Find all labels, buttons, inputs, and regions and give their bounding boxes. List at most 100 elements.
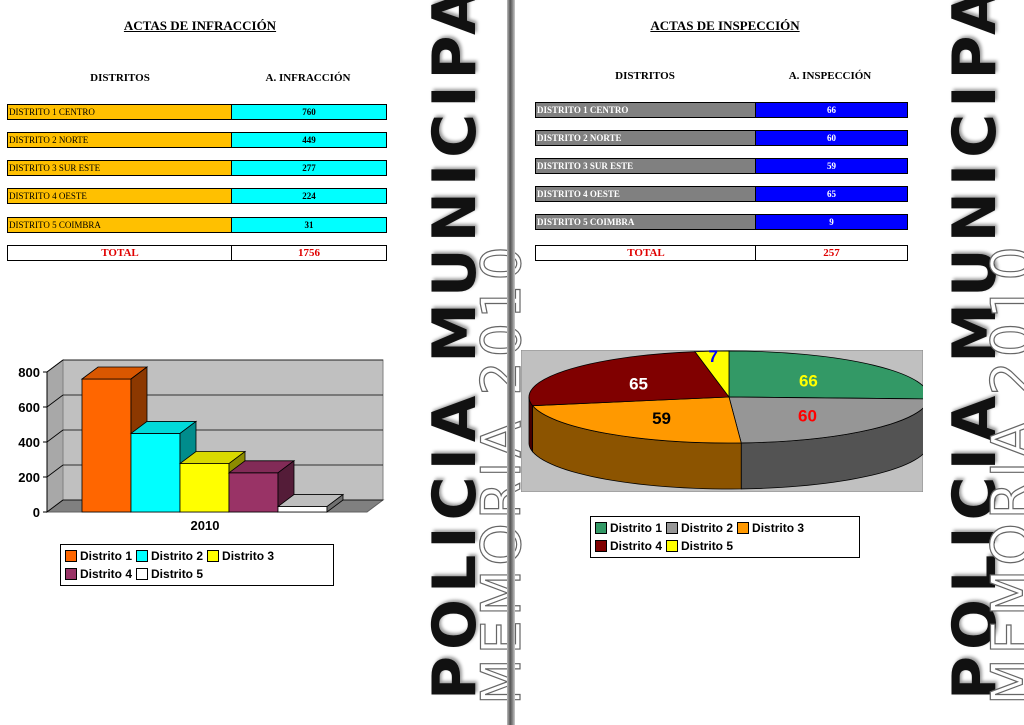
table-row: DISTRITO 5 COIMBRA 31 <box>7 217 387 233</box>
district-value: 59 <box>755 159 907 173</box>
legend-item: Distrito 5 <box>136 565 203 583</box>
left-total-label: TOTAL <box>101 247 139 259</box>
district-value: 9 <box>755 215 907 229</box>
left-col-district: DISTRITOS <box>90 72 150 84</box>
bar-legend: Distrito 1 Distrito 2 Distrito 3 Distrito 4… <box>60 544 334 586</box>
table-row: DISTRITO 2 NORTE 449 <box>7 132 387 148</box>
bar-front <box>81 378 132 513</box>
district-name: DISTRITO 2 NORTE <box>536 131 755 145</box>
table-row: DISTRITO 1 CENTRO 760 <box>7 104 387 120</box>
legend-swatch <box>136 550 149 562</box>
gridline <box>46 429 64 443</box>
pie-legend: Distrito 1 Distrito 2 Distrito 3 Distrito 4… <box>590 516 860 558</box>
legend-item: Distrito 3 <box>207 547 274 565</box>
legend-label: Distrito 2 <box>151 549 204 563</box>
district-value: 224 <box>231 189 386 203</box>
pie-slice <box>528 351 730 407</box>
right-col-district: DISTRITOS <box>615 70 675 82</box>
legend-label: Distrito 3 <box>752 521 805 535</box>
right-total-row: TOTAL 257 <box>535 245 908 261</box>
legend-item: Distrito 1 <box>595 519 662 537</box>
legend-swatch <box>666 522 679 534</box>
legend-swatch <box>65 550 77 562</box>
legend-label: Distrito 5 <box>681 539 734 553</box>
left-title: ACTAS DE INFRACCIÓN <box>123 18 277 33</box>
district-name: DISTRITO 3 SUR ESTE <box>536 159 755 173</box>
y-tick-label: 0 <box>33 505 40 520</box>
watermark-right-line2: MEMORIA 2010 <box>979 242 1024 706</box>
table-row: DISTRITO 5 COIMBRA 9 <box>535 214 908 230</box>
legend-label: Distrito 4 <box>80 567 133 581</box>
district-value: 66 <box>755 103 907 117</box>
right-title: ACTAS DE INSPECCIÓN <box>650 18 800 33</box>
legend-swatch <box>595 522 607 534</box>
district-value: 449 <box>231 133 386 147</box>
x-category-label: 2010 <box>191 518 220 532</box>
y-tick-label: 400 <box>18 435 40 450</box>
legend-label: Distrito 3 <box>222 549 275 563</box>
pie-slice <box>694 350 730 399</box>
bar-front <box>179 463 230 513</box>
table-row: DISTRITO 1 CENTRO 66 <box>535 102 908 118</box>
y-tick-label: 200 <box>18 470 40 485</box>
right-col-value: A. INSPECCIÓN <box>788 70 872 82</box>
legend-item: Distrito 3 <box>737 519 804 537</box>
gridline <box>46 394 64 408</box>
bar-chart: 0 200 400 600 800 2010 <box>18 359 385 532</box>
pie-slice <box>728 350 923 400</box>
legend-label: Distrito 1 <box>80 549 133 563</box>
pie-data-label: 60 <box>798 407 817 426</box>
district-value: 65 <box>755 187 907 201</box>
right-page: ACTAS DE INSPECCIÓN DISTRITOS A. INSPECC… <box>515 0 1024 725</box>
right-total-label: TOTAL <box>627 247 665 259</box>
district-value: 31 <box>231 218 386 232</box>
district-name: DISTRITO 1 CENTRO <box>536 103 755 117</box>
table-row: DISTRITO 4 OESTE 224 <box>7 188 387 204</box>
legend-swatch <box>65 568 77 580</box>
bar-front <box>228 472 279 513</box>
pie-data-label: 59 <box>652 409 671 428</box>
district-name: DISTRITO 4 OESTE <box>8 189 231 203</box>
district-value: 277 <box>231 161 386 175</box>
y-tick-label: 600 <box>18 400 40 415</box>
left-total-value: 1756 <box>231 246 386 260</box>
gridline <box>46 499 64 513</box>
legend-item: Distrito 2 <box>136 547 203 565</box>
left-col-value: A. INFRACCIÓN <box>265 72 351 84</box>
legend-item: Distrito 1 <box>65 547 132 565</box>
legend-swatch <box>737 522 750 534</box>
district-value: 60 <box>755 131 907 145</box>
district-name: DISTRITO 3 SUR ESTE <box>8 161 231 175</box>
gridline <box>46 359 64 373</box>
left-page: ACTAS DE INFRACCIÓN DISTRITOS A. INFRACC… <box>0 0 534 725</box>
legend-item: Distrito 4 <box>65 565 132 583</box>
pie-slice <box>728 396 923 444</box>
pie-slice <box>531 396 742 444</box>
y-tick-label: 800 <box>18 365 40 380</box>
table-row: DISTRITO 3 SUR ESTE 59 <box>535 158 908 174</box>
bar-front <box>130 433 181 513</box>
right-total-value: 257 <box>755 246 907 260</box>
legend-item: Distrito 4 <box>595 537 662 555</box>
district-name: DISTRITO 2 NORTE <box>8 133 231 147</box>
legend-item: Distrito 2 <box>666 519 733 537</box>
pie-data-label: 65 <box>629 375 648 394</box>
district-name: DISTRITO 4 OESTE <box>536 187 755 201</box>
table-row: DISTRITO 3 SUR ESTE 277 <box>7 160 387 176</box>
legend-item: Distrito 5 <box>666 537 733 555</box>
bar-side <box>326 493 344 513</box>
left-total-row: TOTAL 1756 <box>7 245 387 261</box>
legend-label: Distrito 1 <box>610 521 663 535</box>
district-name: DISTRITO 5 COIMBRA <box>8 218 231 232</box>
legend-label: Distrito 2 <box>681 521 734 535</box>
legend-swatch <box>595 540 607 552</box>
table-row: DISTRITO 2 NORTE 60 <box>535 130 908 146</box>
legend-swatch <box>666 540 679 552</box>
legend-swatch <box>136 568 149 580</box>
legend-swatch <box>207 550 220 562</box>
pie-data-label: 66 <box>799 371 818 390</box>
legend-label: Distrito 4 <box>610 539 663 553</box>
page-divider <box>507 0 515 725</box>
pie-data-label: 7 <box>709 350 718 366</box>
